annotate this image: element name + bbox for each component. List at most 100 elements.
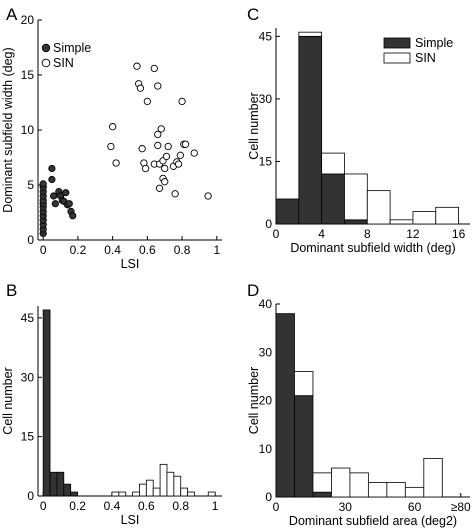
y-axis-title: Cell number (247, 92, 261, 159)
histogram-bar-simple (42, 309, 51, 497)
histogram-bar-simple (56, 471, 65, 497)
histogram-bar-sin (366, 190, 391, 225)
histogram-bar-sin (187, 491, 195, 497)
x-tick-label: 0.2 (70, 243, 87, 257)
histogram-bar-sin (294, 371, 314, 397)
histogram-bar-sin (312, 472, 332, 493)
histogram-bar-simple (275, 313, 295, 498)
histogram-bar-sin (298, 31, 323, 37)
x-axis-title: LSI (121, 513, 140, 527)
y-tick-label: 40 (259, 297, 273, 311)
x-tick-label: 0.6 (139, 243, 156, 257)
y-tick-label: 5 (27, 178, 34, 192)
y-axis-title: Dominant subfield width (deg) (1, 47, 15, 212)
histogram-bar-sin (412, 211, 437, 225)
histogram-bar-sin (423, 457, 443, 498)
legend-marker-simple (41, 43, 51, 53)
x-tick-label: 1 (212, 499, 219, 513)
data-point-sin (181, 140, 190, 148)
histogram-bar-sin (152, 487, 161, 497)
histogram-bar-sin (435, 206, 459, 225)
x-tick-label: 0.6 (138, 499, 155, 513)
histogram-bar-sin (207, 491, 216, 497)
data-point-sin (162, 152, 171, 161)
histogram-bar-sin (321, 152, 345, 175)
data-point-sin (174, 160, 183, 168)
data-point-sin (161, 178, 169, 186)
x-axis-title: Dominant subfield width (deg) (290, 241, 455, 255)
x-axis-title: LSI (121, 257, 140, 271)
data-point-simple (69, 212, 77, 220)
histogram-bar-sin (166, 471, 175, 497)
data-point-sin (150, 64, 158, 73)
data-point-simple (62, 189, 70, 197)
data-point-sin (164, 142, 172, 151)
histogram-bar-sin (118, 491, 127, 497)
x-tick-label: 0 (273, 500, 280, 514)
histogram-bar-simple (70, 491, 78, 497)
data-point-sin (155, 184, 164, 192)
data-point-sin (143, 97, 152, 106)
data-point-simple (51, 200, 59, 208)
y-tick-label: 15 (21, 430, 35, 444)
histogram-bar-sin (173, 475, 182, 497)
x-tick-label: 60 (408, 500, 422, 514)
legend-label-sin: SIN (415, 51, 436, 65)
histogram-bar-sin (180, 487, 189, 497)
histogram-bar-simple (321, 173, 345, 225)
histogram-bar-sin (132, 491, 140, 497)
y-tick-label: 10 (259, 442, 273, 456)
data-point-sin (190, 149, 198, 157)
y-tick-label: 15 (259, 154, 273, 168)
x-axis-title: Dominant subfield area (deg2) (289, 514, 457, 528)
data-point-simple (39, 180, 47, 188)
histogram-bar-simple (312, 491, 332, 498)
histogram-bar-sin (367, 482, 388, 498)
y-tick-label: 0 (265, 490, 272, 504)
data-point-sin (176, 151, 184, 159)
x-tick-label: ≥80 (451, 500, 471, 514)
data-point-sin (138, 145, 146, 153)
histogram-bar-simple (63, 483, 72, 497)
x-tick-label: 0 (40, 499, 47, 513)
legend-label-simple: Simple (53, 41, 91, 55)
data-point-sin (171, 190, 179, 198)
histogram-bar-sin (111, 491, 120, 497)
legend-marker-sin (41, 58, 51, 68)
legend-swatch-simple (383, 37, 411, 49)
histogram-bar-sin (344, 173, 368, 221)
x-tick-label: 1 (213, 243, 220, 257)
x-tick-label: 0.8 (174, 243, 191, 257)
x-tick-label: 12 (406, 227, 420, 241)
data-point-simple (48, 175, 56, 184)
histogram-bar-sin (159, 463, 168, 497)
histogram-bar-simple (49, 471, 58, 497)
x-tick-label: 16 (452, 227, 466, 241)
y-tick-label: 45 (21, 311, 35, 325)
data-point-sin (157, 125, 165, 133)
x-tick-label: 0 (40, 243, 47, 257)
data-point-simple (65, 200, 73, 208)
data-point-sin (154, 130, 162, 139)
x-tick-label: 8 (364, 227, 371, 241)
y-tick-label: 0 (265, 217, 272, 231)
data-point-sin (112, 159, 120, 167)
y-axis-title: Cell number (1, 367, 15, 434)
data-point-sin (136, 84, 145, 92)
data-point-simple (50, 192, 58, 200)
x-tick-label: 0.2 (69, 499, 86, 513)
data-point-sin (161, 164, 169, 173)
legend-swatch-sin (383, 52, 411, 64)
histogram-panel-lsi: 0 0.2 0.4 0.6 0.8 1 0 15 30 45 LSI Cell number (1, 306, 222, 527)
histogram-bar-simple (275, 198, 300, 225)
histogram-bar-sin (386, 482, 406, 498)
y-tick-label: 20 (21, 13, 35, 27)
x-tick-label: 4 (318, 227, 325, 241)
data-point-sin (154, 82, 162, 90)
histogram-bar-sin (404, 486, 425, 498)
data-point-sin (204, 192, 212, 200)
histogram-bar-simple (294, 395, 314, 498)
histogram-bar-simple (344, 219, 368, 225)
